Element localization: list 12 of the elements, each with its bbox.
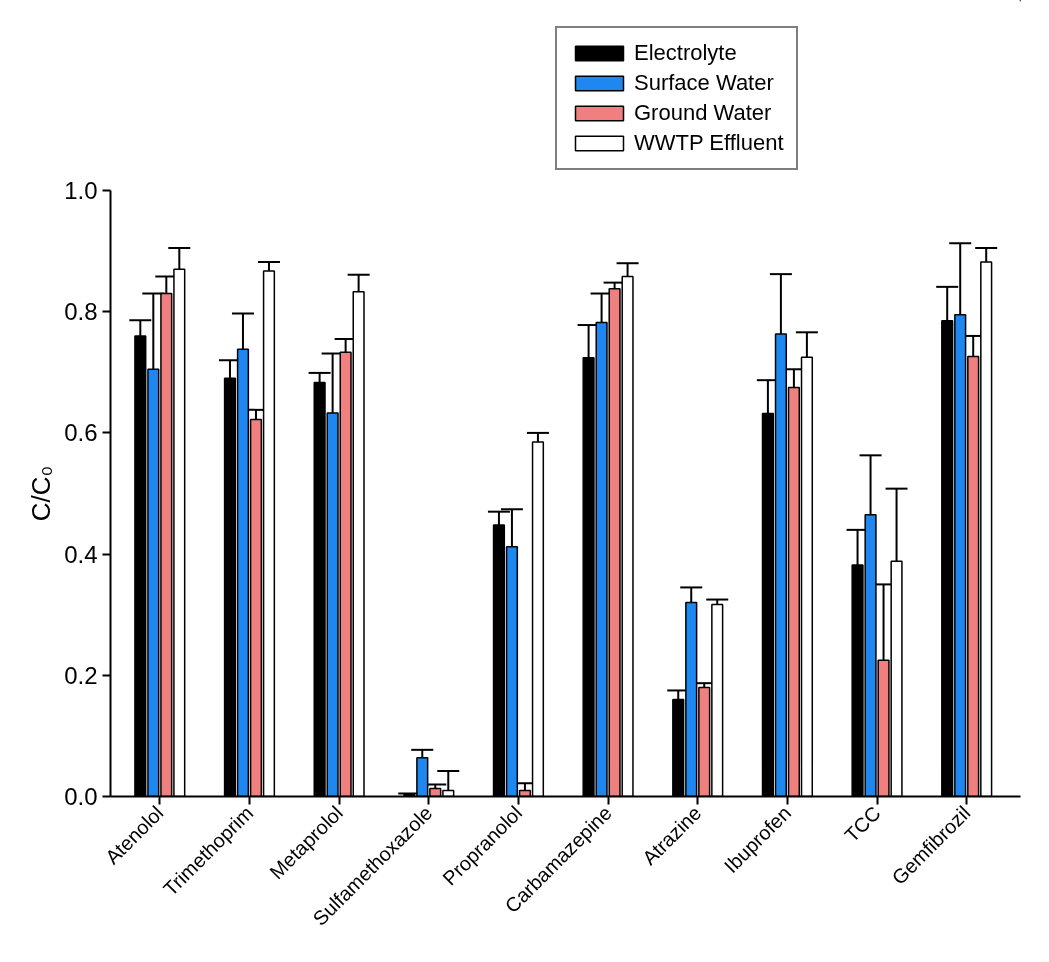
legend-label: WWTP Effluent bbox=[634, 130, 784, 156]
legend-label: Electrolyte bbox=[634, 40, 737, 66]
y-tick-label: 0.6 bbox=[64, 419, 98, 447]
y-tick-label: 1.0 bbox=[64, 177, 98, 204]
y-tick-label: 0.2 bbox=[64, 661, 98, 689]
y-axis-title: C/C₀ bbox=[26, 465, 57, 522]
y-tick-label: 0.4 bbox=[64, 540, 98, 568]
y-tick-label: 0.8 bbox=[64, 298, 98, 326]
y-tick-label: 0.0 bbox=[64, 783, 98, 810]
x-tick-label: TCC bbox=[840, 801, 885, 847]
legend-label: Surface Water bbox=[634, 70, 774, 96]
legend-label: Ground Water bbox=[634, 100, 772, 126]
